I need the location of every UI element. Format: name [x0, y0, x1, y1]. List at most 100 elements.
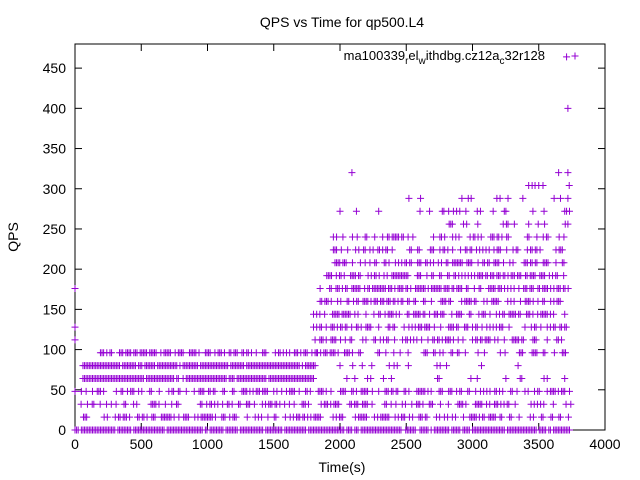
data-point — [467, 310, 475, 318]
data-point — [354, 310, 362, 318]
data-point — [472, 297, 480, 305]
data-point — [543, 375, 551, 383]
series-points — [71, 53, 575, 434]
data-point — [513, 387, 521, 395]
data-point — [529, 413, 537, 421]
data-point — [510, 297, 518, 305]
data-point — [211, 387, 219, 395]
data-point — [509, 259, 517, 267]
data-point — [228, 400, 236, 408]
data-point — [549, 400, 557, 408]
data-point — [550, 194, 558, 202]
data-point — [427, 297, 435, 305]
legend-marker — [571, 52, 579, 60]
data-point — [505, 323, 513, 331]
data-point — [415, 246, 423, 254]
data-point — [385, 413, 393, 421]
data-point — [409, 413, 417, 421]
data-point — [407, 246, 415, 254]
data-point — [467, 194, 475, 202]
data-point — [556, 194, 564, 202]
data-point — [516, 310, 524, 318]
data-point — [494, 336, 502, 344]
data-point — [562, 323, 570, 331]
data-point — [390, 349, 398, 357]
data-point — [430, 323, 438, 331]
data-point — [405, 194, 413, 202]
data-point — [306, 387, 314, 395]
data-point — [417, 194, 425, 202]
data-point — [567, 400, 575, 408]
data-point — [515, 413, 523, 421]
data-point — [558, 246, 566, 254]
data-point — [502, 375, 510, 383]
data-point — [540, 297, 548, 305]
x-axis-ticks: 0 500 1000 1500 2000 2500 3000 3500 4000 — [71, 44, 621, 452]
data-point — [477, 233, 485, 241]
data-point — [521, 323, 529, 331]
data-point — [368, 387, 376, 395]
data-point — [358, 362, 366, 370]
data-point — [416, 207, 424, 215]
data-point — [356, 349, 364, 357]
data-point — [550, 349, 558, 357]
data-point — [440, 310, 448, 318]
data-point — [77, 400, 85, 408]
data-point — [362, 310, 370, 318]
data-point — [334, 349, 342, 357]
data-point — [480, 349, 488, 357]
data-point — [342, 259, 350, 267]
data-point — [536, 246, 544, 254]
data-point — [236, 400, 244, 408]
data-point — [438, 387, 446, 395]
data-point — [396, 349, 404, 357]
data-point — [565, 426, 573, 434]
data-point — [336, 207, 344, 215]
data-point — [340, 272, 348, 280]
data-point — [272, 413, 280, 421]
data-point — [348, 169, 356, 177]
data-point — [544, 259, 552, 267]
y-tick-label: 100 — [43, 342, 67, 358]
x-tick-label: 2500 — [391, 436, 422, 452]
data-point — [560, 233, 568, 241]
data-point — [455, 349, 463, 357]
data-point — [327, 387, 335, 395]
data-point — [489, 207, 497, 215]
data-point — [337, 297, 345, 305]
data-point — [371, 233, 379, 241]
data-point — [404, 272, 412, 280]
data-point — [467, 375, 475, 383]
y-tick-label: 150 — [43, 301, 67, 317]
data-point — [560, 259, 568, 267]
x-tick-label: 3500 — [523, 436, 554, 452]
x-tick-label: 0 — [71, 436, 79, 452]
data-point — [565, 387, 573, 395]
legend-series-label: ma100339relwithdbg.cz12ac32r128 — [344, 48, 545, 67]
data-point — [304, 400, 312, 408]
data-point — [401, 400, 409, 408]
data-point — [444, 400, 452, 408]
data-point — [507, 413, 515, 421]
y-tick-label: 350 — [43, 141, 67, 157]
data-point — [352, 207, 360, 215]
chart-title: QPS vs Time for qp500.L4 — [260, 14, 424, 30]
data-point — [540, 400, 548, 408]
data-point — [465, 387, 473, 395]
data-point — [533, 349, 541, 357]
data-point — [435, 375, 443, 383]
data-point — [316, 413, 324, 421]
data-point — [392, 400, 400, 408]
data-point — [161, 400, 169, 408]
y-tick-label: 50 — [50, 382, 66, 398]
data-point — [348, 259, 356, 267]
data-point — [339, 233, 347, 241]
data-point — [195, 349, 203, 357]
data-point — [71, 387, 79, 395]
data-point — [535, 387, 543, 395]
data-point — [421, 297, 429, 305]
data-point — [343, 375, 351, 383]
data-point — [541, 220, 549, 228]
data-point — [385, 259, 393, 267]
data-point — [407, 259, 415, 267]
